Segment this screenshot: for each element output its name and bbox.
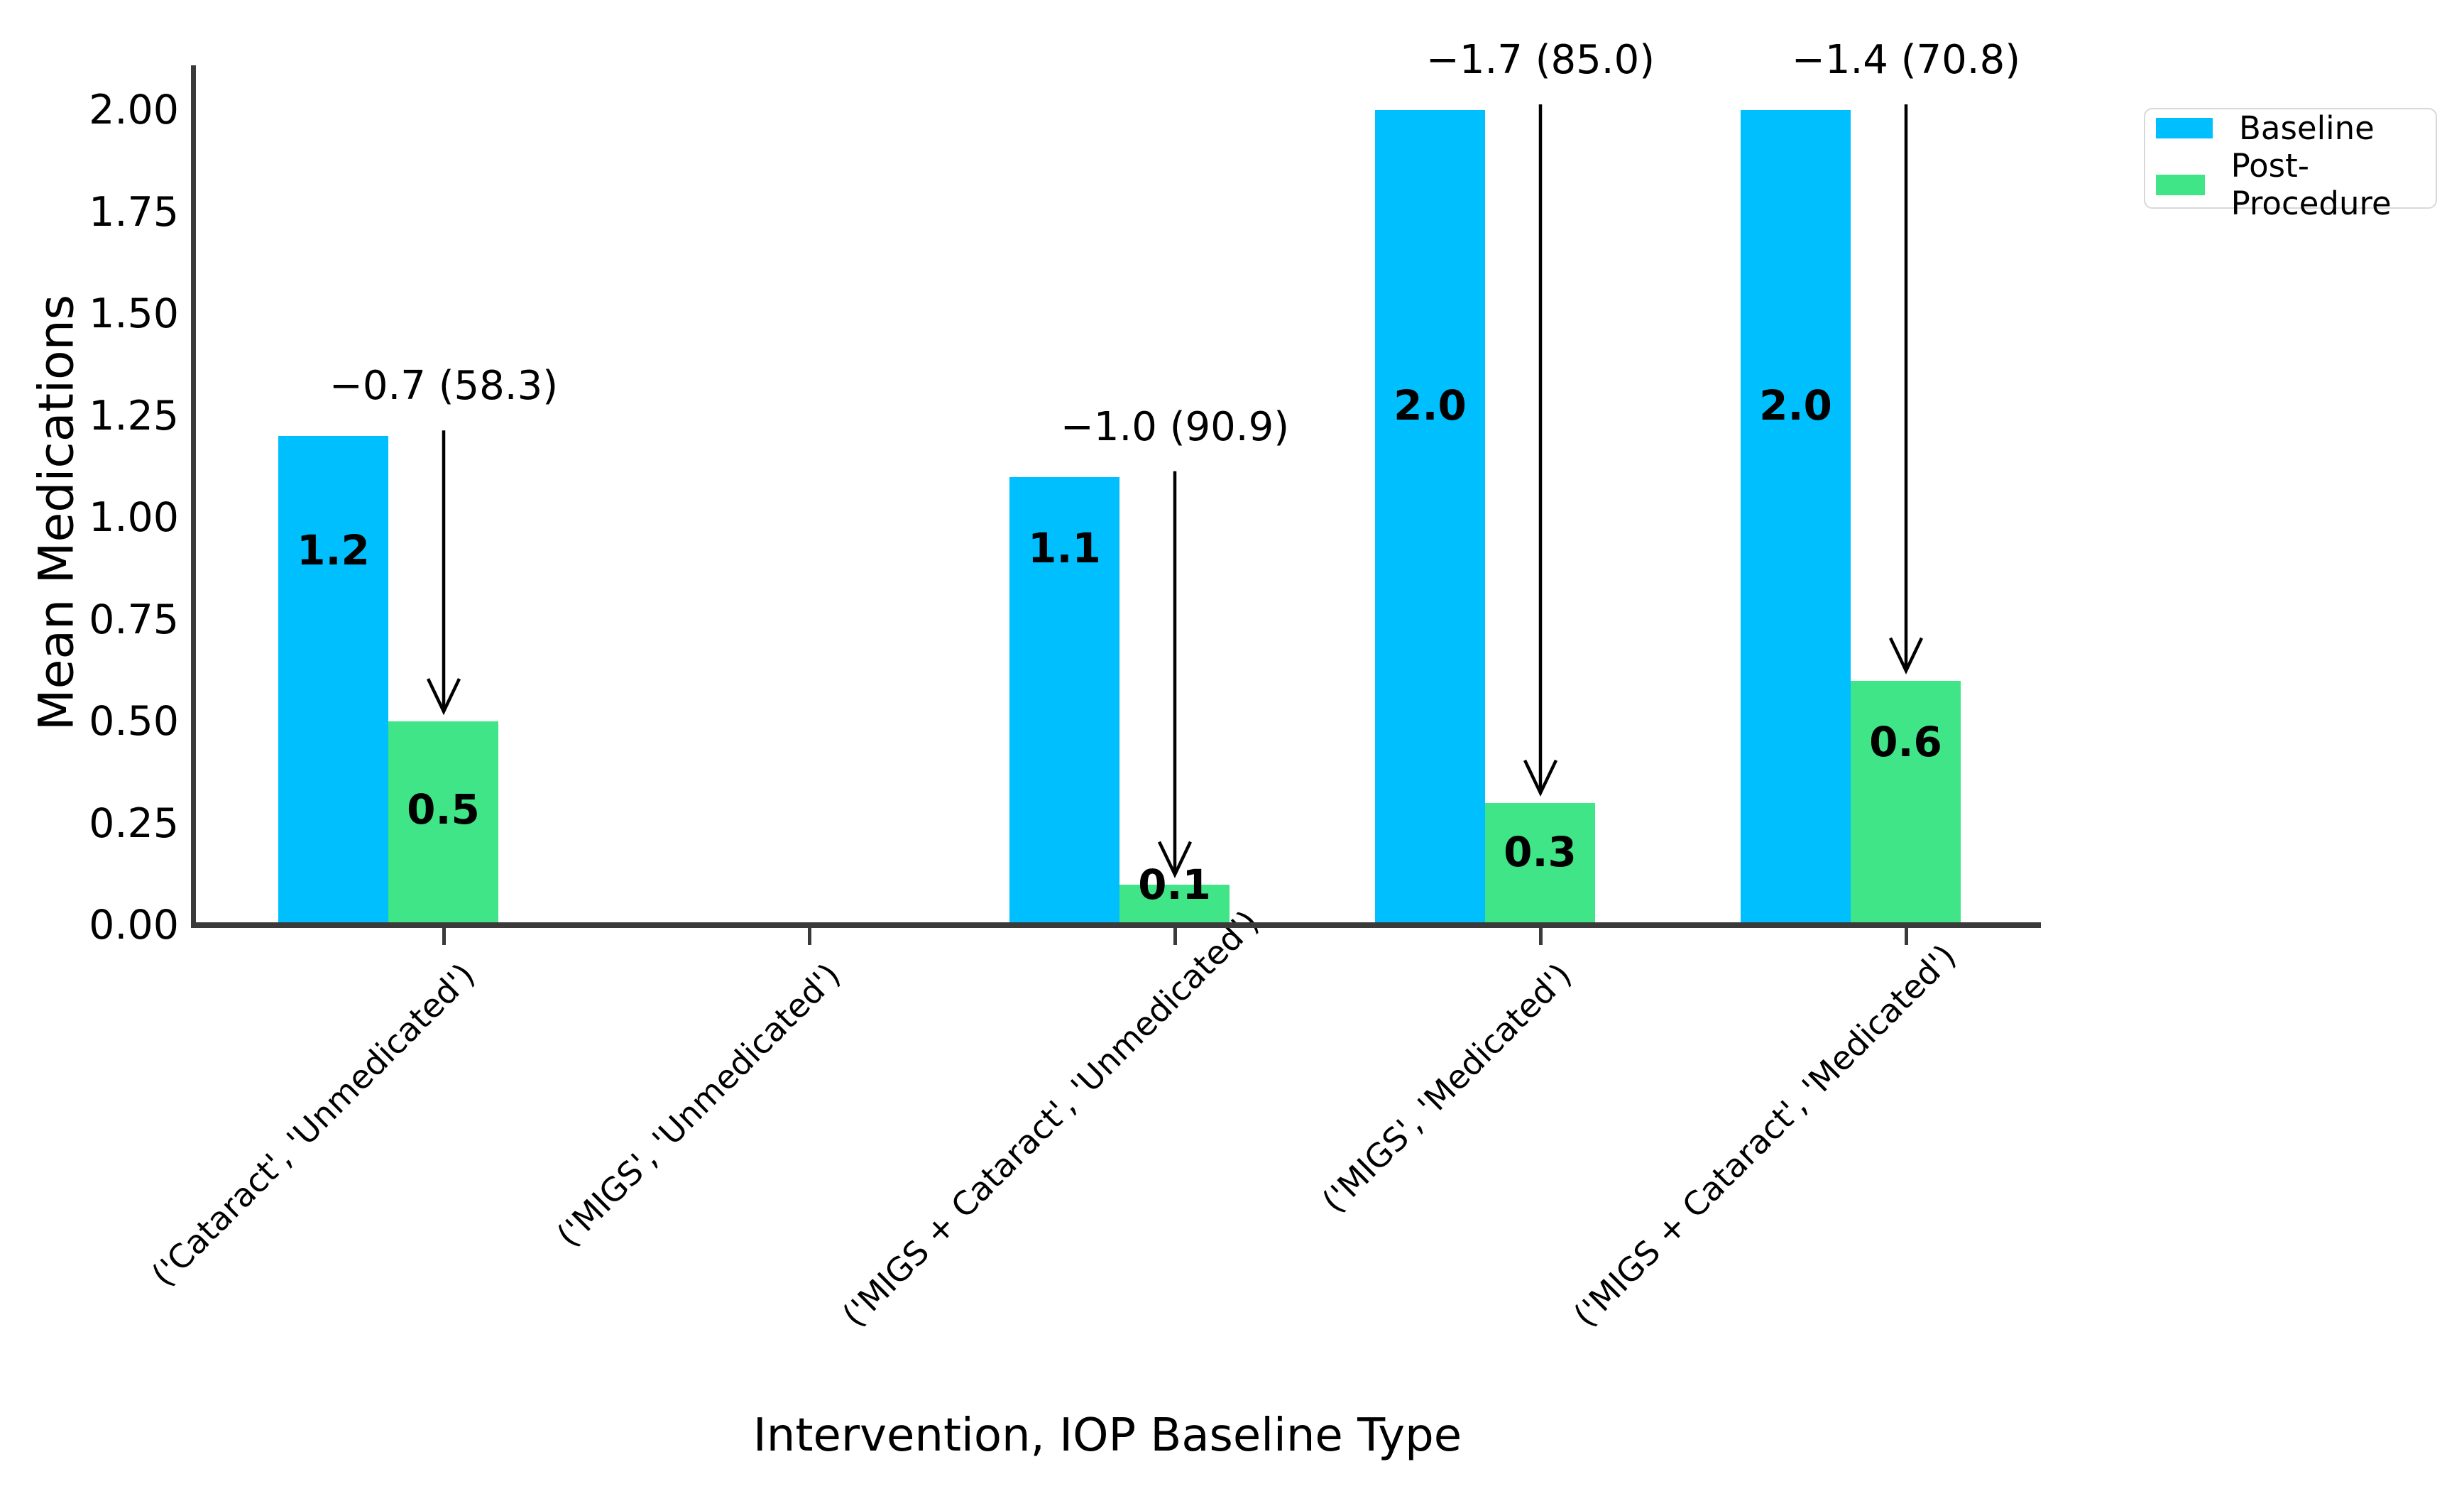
legend-swatch-baseline bbox=[2156, 118, 2213, 138]
annotation-text: −1.7 (85.0) bbox=[1425, 37, 1655, 83]
y-axis-line bbox=[191, 65, 196, 928]
legend-swatch-post-procedure bbox=[2156, 174, 2205, 195]
annotation-arrow-head bbox=[1888, 637, 1924, 675]
bar-value-label: 2.0 bbox=[1393, 381, 1467, 430]
bar-post-procedure bbox=[1851, 680, 1961, 925]
x-axis-title: Intervention, IOP Baseline Type bbox=[752, 1409, 1462, 1462]
annotation-arrow-head bbox=[426, 678, 461, 716]
legend-label-baseline: Baseline bbox=[2239, 109, 2375, 147]
x-axis-line bbox=[191, 922, 2041, 928]
bar-value-label: 0.3 bbox=[1504, 828, 1577, 876]
annotation-arrow-head bbox=[1523, 759, 1558, 797]
bar-value-label: 1.2 bbox=[297, 526, 370, 574]
annotation-text: −1.4 (70.8) bbox=[1791, 37, 2021, 83]
y-tick-label: 0.25 bbox=[89, 799, 179, 847]
y-tick-label: 1.50 bbox=[89, 290, 179, 337]
bar-post-procedure bbox=[388, 721, 498, 925]
bar-value-label: 1.1 bbox=[1028, 524, 1101, 572]
x-tick-mark bbox=[808, 928, 811, 945]
bar-post-procedure bbox=[1485, 802, 1595, 925]
bar-value-label: 2.0 bbox=[1759, 381, 1832, 430]
y-tick-label: 1.00 bbox=[89, 494, 179, 541]
y-tick-label: 0.75 bbox=[89, 596, 179, 643]
bar-post-procedure bbox=[1119, 884, 1230, 925]
x-tick-mark bbox=[1173, 928, 1177, 945]
x-tick-mark bbox=[1905, 928, 1908, 945]
bar-baseline bbox=[1375, 110, 1485, 925]
annotation-text: −1.0 (90.9) bbox=[1060, 403, 1290, 450]
y-tick-label: 0.00 bbox=[89, 902, 179, 949]
legend: Baseline Post-Procedure bbox=[2144, 108, 2437, 222]
x-tick-mark bbox=[442, 928, 446, 945]
bar-baseline bbox=[278, 436, 388, 925]
y-tick-label: 0.50 bbox=[89, 698, 179, 745]
bar-baseline bbox=[1009, 476, 1119, 925]
bar-value-label: 0.5 bbox=[407, 785, 480, 834]
y-tick-label: 1.25 bbox=[89, 392, 179, 439]
y-tick-label: 1.75 bbox=[89, 188, 179, 236]
bar-baseline bbox=[1741, 110, 1851, 925]
legend-label-post-procedure: Post-Procedure bbox=[2230, 147, 2392, 222]
annotation-text: −0.7 (58.3) bbox=[329, 363, 559, 410]
annotation-arrow-head bbox=[1157, 841, 1193, 878]
legend-item-post-procedure: Post-Procedure bbox=[2156, 147, 2436, 222]
bar-value-label: 0.6 bbox=[1869, 718, 1942, 766]
x-tick-mark bbox=[1539, 928, 1543, 945]
legend-item-baseline: Baseline bbox=[2156, 109, 2436, 147]
y-tick-label: 2.00 bbox=[89, 87, 179, 133]
